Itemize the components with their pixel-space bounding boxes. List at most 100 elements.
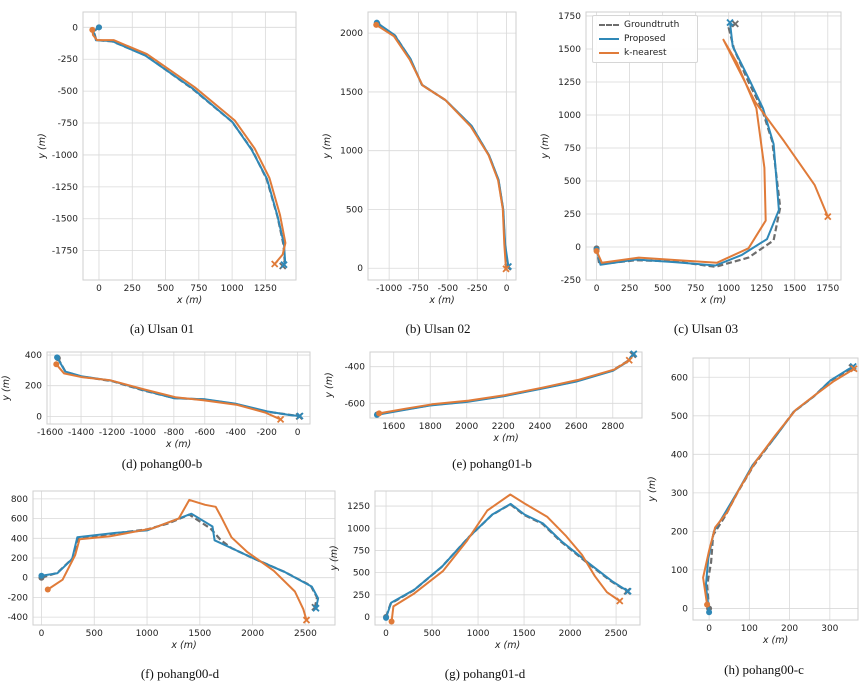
x-tick-label: -400 xyxy=(226,428,247,438)
series-k-nearest-line xyxy=(55,363,282,421)
x-tick-label: -1400 xyxy=(68,428,94,438)
y-tick-label: 400 xyxy=(671,450,688,460)
y-tick-label: 0 xyxy=(22,574,28,584)
y-tick-label: 500 xyxy=(564,177,581,187)
y-tick-label: 0 xyxy=(575,243,581,253)
x-tick-label: -750 xyxy=(408,284,429,294)
x-tick-label: 1250 xyxy=(254,284,277,294)
x-tick-label: 0 xyxy=(383,629,389,639)
plot-frame xyxy=(374,490,641,626)
y-tick-label: -200 xyxy=(8,593,29,603)
y-tick-label: 300 xyxy=(671,489,688,499)
series-proposed-end-point xyxy=(296,412,304,420)
y-tick-label: -750 xyxy=(58,119,79,129)
chart-f: 0 500 1000 1500 2000 2500 -400 -200 0 200 400 600 80… xyxy=(8,490,336,651)
series-proposed-line xyxy=(704,365,854,613)
y-tick-label: 250 xyxy=(353,591,370,601)
x-tick-label: 2500 xyxy=(294,629,317,639)
x-axis-label: x (m) xyxy=(494,640,520,651)
x-tick-label: 0 xyxy=(295,428,301,438)
legend-groundtruth-label: Groundtruth xyxy=(624,20,680,30)
series-k-nearest-start-point xyxy=(704,601,711,608)
chart-c: 0 250 500 750 1000 1250 1500 1750 -250 0 250 500 750… xyxy=(540,11,842,306)
y-tick-label: 0 xyxy=(682,604,688,614)
y-axis-label: y (m) xyxy=(322,133,333,159)
series-k-nearest-end-point xyxy=(625,356,633,364)
x-tick-label: 2400 xyxy=(528,422,551,432)
series-groundtruth-line xyxy=(92,26,286,267)
series-k-nearest-end-point xyxy=(276,415,285,424)
caption-d: (d) pohang00-b xyxy=(121,456,203,471)
y-tick-label: 1000 xyxy=(347,524,370,534)
series-k-nearest-line xyxy=(375,24,507,269)
x-tick-label: 2500 xyxy=(605,629,628,639)
x-tick-label: 1600 xyxy=(382,422,405,432)
y-tick-label: 200 xyxy=(25,382,42,392)
x-tick-label: 750 xyxy=(190,284,207,294)
series-k-nearest-start-point xyxy=(44,586,51,593)
series-k-nearest-end-point xyxy=(824,212,832,221)
x-tick-label: 1250 xyxy=(750,284,773,294)
y-tick-label: -400 xyxy=(8,613,29,623)
series-k-nearest-end-point xyxy=(616,597,624,605)
series-k-nearest-end-point xyxy=(302,616,311,624)
chart-d: -1600 -1400 -1200 -1000 -800 -600 -400 -200 0 0 20… xyxy=(1,351,311,450)
legend-knearest-swatch xyxy=(599,51,619,54)
series-groundtruth-line xyxy=(384,503,628,618)
series-proposed-end-point xyxy=(726,18,734,27)
y-tick-label: 1500 xyxy=(340,88,363,98)
x-tick-label: 2000 xyxy=(455,422,478,432)
y-axis-label: y (m) xyxy=(329,545,340,571)
y-tick-label: 0 xyxy=(357,264,363,274)
x-tick-label: 1000 xyxy=(467,629,490,639)
caption-f: (f) pohang00-d xyxy=(140,666,220,681)
series-k-nearest-start-point xyxy=(373,21,380,28)
series-proposed-line xyxy=(92,26,287,265)
x-axis-label: x (m) xyxy=(428,295,454,306)
x-tick-label: 1750 xyxy=(816,284,839,294)
series-k-nearest-line xyxy=(595,38,829,264)
y-axis-label: y (m) xyxy=(1,375,12,401)
series-k-nearest-end-point xyxy=(850,365,858,373)
series-k-nearest-line xyxy=(91,29,287,265)
y-tick-label: 1250 xyxy=(347,502,370,512)
legend-groundtruth-swatch xyxy=(599,23,619,26)
y-tick-label: -500 xyxy=(58,87,79,97)
caption-e: (e) pohang01-b xyxy=(452,456,532,471)
x-tick-label: -500 xyxy=(438,284,459,294)
x-tick-label: 0 xyxy=(706,624,712,634)
y-tick-label: 750 xyxy=(353,546,370,556)
series-k-nearest-start-point xyxy=(89,26,96,33)
plot-frame xyxy=(585,11,842,281)
x-axis-label: x (m) xyxy=(700,295,726,306)
x-tick-label: -200 xyxy=(256,428,277,438)
x-axis-label: x (m) xyxy=(492,433,518,444)
legend-knearest-label: k-nearest xyxy=(624,48,667,58)
x-tick-label: 100 xyxy=(741,624,758,634)
series-k-nearest-line xyxy=(378,359,630,415)
plot-frame xyxy=(32,490,336,626)
series-proposed-start-point xyxy=(38,572,45,579)
series-groundtruth-line xyxy=(41,513,319,608)
series-proposed-line xyxy=(595,22,780,267)
x-tick-label: 500 xyxy=(654,284,671,294)
y-tick-label: 800 xyxy=(11,495,28,505)
legend-proposed-swatch xyxy=(599,37,619,40)
series-proposed-line xyxy=(41,512,320,609)
y-tick-label: 0 xyxy=(364,613,370,623)
y-tick-label: 400 xyxy=(25,351,42,361)
series-proposed-start-point xyxy=(95,24,102,31)
x-tick-label: -250 xyxy=(467,284,488,294)
series-groundtruth-line xyxy=(705,366,853,609)
series-proposed-end-point xyxy=(280,261,288,269)
x-axis-label: x (m) xyxy=(170,640,196,651)
y-axis-label: y (m) xyxy=(647,476,658,502)
y-tick-label: 200 xyxy=(11,554,28,564)
x-tick-label: 500 xyxy=(86,629,103,639)
x-axis-label: x (m) xyxy=(762,635,788,646)
series-k-nearest-end-point xyxy=(502,265,510,273)
y-tick-label: 500 xyxy=(671,412,688,422)
y-tick-label: 500 xyxy=(353,569,370,579)
plot-frame xyxy=(367,11,517,281)
x-tick-label: 1500 xyxy=(783,284,806,294)
